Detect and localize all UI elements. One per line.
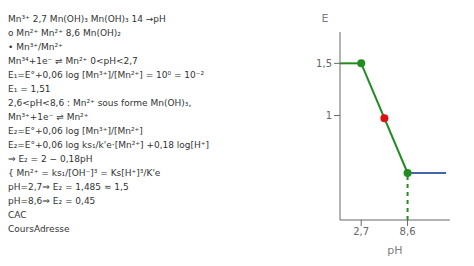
html-text:2,6<pH<8,6 : Mn²⁺ sous forme M: 2,6<pH<8,6 : Mn²⁺ sous forme Mn(OH)₃,	[8, 98, 192, 108]
html-text:E₂=E°+0,06 log ks₁/k'e·[Mn²⁺]: E₂=E°+0,06 log ks₁/k'e·[Mn²⁺] +0,18 log[…	[8, 140, 210, 150]
html-text:• Mn³⁺/Mn²⁺: • Mn³⁺/Mn²⁺	[8, 42, 63, 52]
html-text:Mn³⁴+1e⁻ ⇌ Mn²⁺ 0<pH<2,7: Mn³⁴+1e⁻ ⇌ Mn²⁺ 0<pH<2,7	[8, 56, 138, 66]
svg-text:1: 1	[326, 110, 332, 121]
svg-text:1,5: 1,5	[316, 58, 332, 69]
svg-text:2,7: 2,7	[353, 226, 369, 237]
html-text:o Mn²⁺ Mn²⁺ 8,6 Mn(OH)₂: o Mn²⁺ Mn²⁺ 8,6 Mn(OH)₂	[8, 28, 121, 38]
html-text:CoursAdresse: CoursAdresse	[8, 224, 70, 234]
html-text:Mn³⁺+1e⁻ ⇌ Mn²⁺: Mn³⁺+1e⁻ ⇌ Mn²⁺	[8, 112, 89, 122]
html-text:E₂=E°+0,06 log [Mn³⁺]/[Mn²⁺]: E₂=E°+0,06 log [Mn³⁺]/[Mn²⁺]	[8, 126, 143, 136]
html-text:E₁=E°+0,06 log [Mn³⁺]/[Mn²⁺] =: E₁=E°+0,06 log [Mn³⁺]/[Mn²⁺] = 10⁰ = 10⁻…	[8, 70, 205, 80]
html-text:pH=2,7⇒ E₂ = 1,485 ≈ 1,5: pH=2,7⇒ E₂ = 1,485 ≈ 1,5	[8, 182, 129, 192]
html-text:CAC: CAC	[8, 210, 27, 220]
html-text:Mn³⁺ 2,7 Mn(OH)₃ Mn(OH)₃ 14 →p: Mn³⁺ 2,7 Mn(OH)₃ Mn(OH)₃ 14 →pH	[8, 14, 166, 24]
html-text:⇒ E₂ = 2 − 0,18pH: ⇒ E₂ = 2 − 0,18pH	[8, 154, 93, 164]
html-text:E₁ = 1,51: E₁ = 1,51	[8, 84, 51, 94]
svg-text:E: E	[322, 12, 329, 25]
svg-text:pH: pH	[387, 244, 402, 257]
html-text:{ Mn²⁺ = ks₁/[OH⁻]³ = Ks[H⁺]³/: { Mn²⁺ = ks₁/[OH⁻]³ = Ks[H⁺]³/K'e	[8, 168, 161, 178]
html-text:pH=8,6⇒ E₂ = 0,45: pH=8,6⇒ E₂ = 0,45	[8, 196, 96, 206]
svg-text:8,6: 8,6	[400, 226, 416, 237]
